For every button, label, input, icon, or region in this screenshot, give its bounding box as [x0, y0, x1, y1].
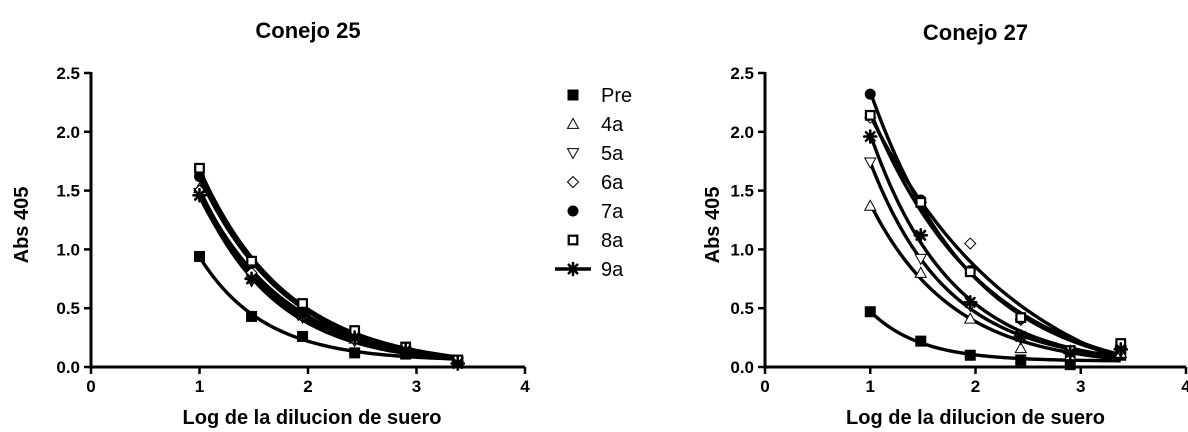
legend-label: 5a [601, 143, 624, 165]
data-point-Pre [246, 310, 258, 322]
data-point-9a [192, 188, 207, 203]
legend-marker-icon [566, 175, 580, 189]
x-tick-label: 0 [760, 377, 769, 396]
fit-curve-9a [197, 195, 458, 362]
data-point-5a [863, 157, 877, 169]
data-point-Pre [1015, 354, 1027, 366]
y-tick-label: 0.0 [730, 358, 754, 377]
legend-marker-icon [567, 205, 579, 217]
fit-curve-8a [868, 111, 1122, 357]
x-tick-label: 4 [520, 377, 530, 396]
legend-marker-icon [565, 261, 581, 277]
data-point-8a [864, 109, 876, 121]
x-tick-label: 1 [195, 377, 204, 396]
legend-item-6a: 6a [566, 172, 624, 194]
y-tick-label: 1.0 [56, 240, 80, 259]
legend-marker-icon [567, 89, 579, 101]
data-point-Pre [915, 335, 927, 347]
fit-curve-9a [868, 133, 1121, 359]
y-axis-label: Abs 405 [11, 187, 33, 264]
y-tick-label: 2.0 [730, 123, 754, 142]
data-point-9a [1113, 342, 1129, 357]
data-point-9a [295, 307, 310, 323]
y-tick-label: 2.0 [56, 123, 80, 142]
legend-item-5a: 5a [566, 143, 624, 165]
fit-curve-Pre [198, 256, 458, 361]
data-point-4a [1014, 341, 1028, 354]
legend: Pre 4a 5a 6a 7a 8a 9a [555, 85, 632, 281]
x-tick-label: 3 [1076, 377, 1085, 396]
legend-label: Pre [601, 85, 632, 107]
data-point-Pre [194, 250, 205, 262]
legend-item-8a: 8a [567, 230, 624, 252]
data-point-Pre [1064, 359, 1076, 371]
data-point-8a [246, 255, 257, 267]
chart-panel-2: Conejo 27 0.0 0.5 1.0 1.5 2.0 2.5 0 1 2 3 4 Log de l… [702, 20, 1188, 429]
legend-label: 9a [601, 259, 624, 281]
legend-marker-icon [567, 234, 579, 246]
y-tick-label: 0.0 [56, 358, 80, 377]
data-point-4a [914, 266, 928, 278]
data-point-7a [194, 170, 205, 182]
legend-label: 7a [601, 201, 624, 223]
data-point-4a [863, 199, 877, 211]
data-point-8a [194, 162, 205, 174]
data-point-4a [963, 312, 977, 324]
x-axis-label: Log de la dilucion de suero [183, 407, 442, 429]
data-point-Pre [297, 330, 309, 342]
data-point-6a [964, 237, 977, 250]
data-point-9a [962, 295, 978, 310]
chart-panel-1: Conejo 25 0.0 0.5 1.0 1.5 2.0 2.5 0 1 2 3 4 Log de l… [11, 18, 530, 429]
data-point-8a [964, 266, 976, 278]
legend-marker-icon [566, 117, 580, 129]
data-point-9a [862, 129, 878, 144]
y-tick-label: 1.5 [730, 182, 754, 201]
y-tick-label: 2.5 [56, 64, 80, 83]
x-tick-label: 2 [971, 377, 980, 396]
legend-item-4a: 4a [566, 114, 624, 136]
data-point-Pre [964, 349, 976, 361]
x-tick-label: 0 [86, 377, 95, 396]
legend-item-7a: 7a [567, 201, 624, 223]
data-point-9a [244, 271, 259, 287]
data-point-9a [450, 356, 466, 371]
x-tick-label: 1 [866, 377, 875, 396]
data-point-9a [347, 330, 362, 345]
data-point-9a [1013, 329, 1029, 344]
chart-title: Conejo 25 [255, 18, 360, 43]
legend-item-Pre: Pre [567, 85, 632, 107]
data-point-7a [864, 88, 876, 100]
x-axis-label: Log de la dilucion de suero [846, 407, 1105, 429]
x-tick-label: 3 [412, 377, 421, 396]
fit-curve-4a [868, 203, 1121, 361]
y-tick-label: 2.5 [730, 64, 754, 83]
data-point-Pre [864, 306, 876, 318]
y-axis-label: Abs 405 [702, 187, 724, 264]
data-point-Pre [349, 347, 361, 359]
data-point-8a [1015, 312, 1027, 324]
y-tick-label: 0.5 [56, 299, 80, 318]
x-tick-label: 4 [1181, 377, 1188, 396]
data-point-8a [915, 196, 927, 208]
legend-marker-icon [566, 148, 580, 160]
data-point-8a [297, 298, 308, 309]
data-point-5a [914, 253, 928, 266]
fit-curve-5a [197, 193, 458, 362]
data-point-9a [1062, 345, 1078, 361]
legend-label: 6a [601, 172, 624, 194]
fit-curve-8a [197, 168, 458, 359]
legend-label: 8a [601, 230, 624, 252]
y-tick-label: 1.5 [56, 182, 80, 201]
y-tick-label: 0.5 [730, 299, 754, 318]
y-tick-label: 1.0 [730, 240, 754, 259]
legend-label: 4a [601, 114, 624, 136]
legend-item-9a: 9a [555, 259, 624, 281]
data-point-9a [913, 227, 929, 243]
data-point-9a [398, 343, 413, 358]
chart-title: Conejo 27 [923, 20, 1028, 45]
fit-curve-Pre [869, 310, 1121, 363]
x-tick-label: 2 [303, 377, 312, 396]
